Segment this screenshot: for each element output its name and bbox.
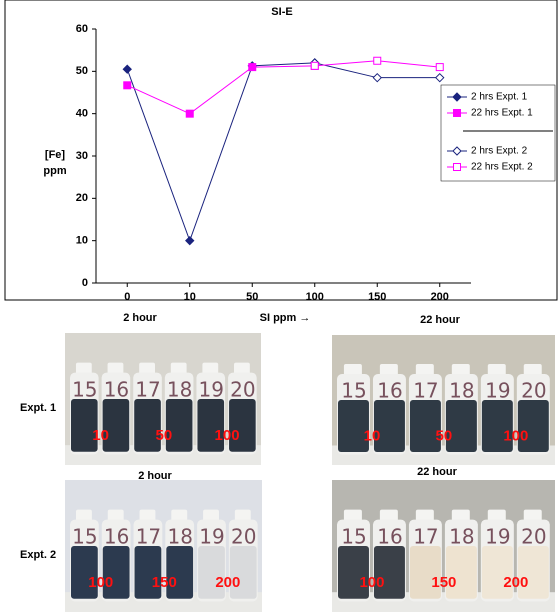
y-tick-label: 30 xyxy=(76,150,88,162)
row-label: Expt. 1 xyxy=(20,402,56,414)
legend-label: 22 hrs Expt. 1 xyxy=(471,108,533,119)
concentration-label: 150 xyxy=(152,574,177,591)
x-tick-label: 50 xyxy=(246,291,258,303)
point xyxy=(186,110,193,117)
y-tick-label: 50 xyxy=(76,65,88,77)
point xyxy=(436,64,443,71)
photo-caption: 22 hour xyxy=(420,314,460,326)
bottle-number: 19 xyxy=(199,525,224,549)
bottle-number: 18 xyxy=(449,379,474,403)
bottle-number: 16 xyxy=(377,525,402,549)
x-tick-label: 100 xyxy=(306,291,324,303)
photo-caption: 22 hour xyxy=(417,466,457,478)
row-label: Expt. 2 xyxy=(20,549,56,561)
concentration-label: 10 xyxy=(92,427,109,444)
bottle-number: 17 xyxy=(413,525,438,549)
bottle-number: 19 xyxy=(199,378,224,402)
bottle-number: 19 xyxy=(485,379,510,403)
point xyxy=(249,64,256,71)
point xyxy=(454,164,461,171)
chart-title: SI-E xyxy=(271,6,292,18)
concentration-label: 200 xyxy=(503,574,528,591)
point xyxy=(311,62,318,69)
point xyxy=(374,57,381,64)
x-tick-label: 150 xyxy=(368,291,386,303)
concentration-label: 100 xyxy=(88,574,113,591)
concentration-label: 150 xyxy=(431,574,456,591)
legend-label: 2 hrs Expt. 2 xyxy=(471,146,528,157)
concentration-label: 100 xyxy=(215,427,240,444)
y-tick-label: 40 xyxy=(76,108,88,120)
legend-label: 2 hrs Expt. 1 xyxy=(471,92,528,103)
concentration-label: 10 xyxy=(364,427,381,444)
concentration-label: 100 xyxy=(503,427,528,444)
bottle-number: 19 xyxy=(485,525,510,549)
bottle-number: 15 xyxy=(341,525,366,549)
x-tick-label: 10 xyxy=(184,291,196,303)
concentration-label: 200 xyxy=(215,574,240,591)
bottle-number: 16 xyxy=(104,525,129,549)
bottle-number: 16 xyxy=(377,379,402,403)
y-tick-label: 20 xyxy=(76,192,88,204)
concentration-label: 50 xyxy=(155,427,172,444)
bottle-number: 20 xyxy=(521,379,546,403)
x-tick-label: 0 xyxy=(124,291,130,303)
y-tick-label: 0 xyxy=(82,277,88,289)
photo: 15 16 17 18 19 20 10 50 100 xyxy=(332,335,555,465)
bottle-number: 16 xyxy=(104,378,129,402)
bottle-number: 18 xyxy=(167,525,192,549)
bottle-number: 20 xyxy=(521,525,546,549)
bottle-number: 20 xyxy=(231,525,256,549)
bottle-number: 18 xyxy=(449,525,474,549)
bottle-number: 15 xyxy=(72,378,97,402)
point xyxy=(454,110,461,117)
bottle-number: 17 xyxy=(135,378,160,402)
x-axis-label: SI ppm → xyxy=(260,312,311,324)
bottle-number: 17 xyxy=(413,379,438,403)
x-tick-label: 200 xyxy=(431,291,449,303)
y-tick-label: 60 xyxy=(76,23,88,35)
concentration-label: 50 xyxy=(436,427,453,444)
photo-caption: 2 hour xyxy=(123,312,157,324)
y-axis-unit: ppm xyxy=(43,165,66,177)
y-tick-label: 10 xyxy=(76,235,88,247)
point xyxy=(124,82,131,89)
bottle-number: 18 xyxy=(167,378,192,402)
concentration-label: 100 xyxy=(359,574,384,591)
bottle-number: 15 xyxy=(72,525,97,549)
bottle-number: 15 xyxy=(341,379,366,403)
photo: 15 16 17 18 19 20 100 150 200 xyxy=(332,480,555,612)
legend-label: 22 hrs Expt. 2 xyxy=(471,162,533,173)
bottle-number: 20 xyxy=(230,378,255,402)
bottle-number: 17 xyxy=(136,525,161,549)
y-axis-label: [Fe] xyxy=(45,149,66,161)
figure: SI-E [Fe] ppm SI ppm → Expt. 1 Expt. 2 0… xyxy=(0,0,558,614)
